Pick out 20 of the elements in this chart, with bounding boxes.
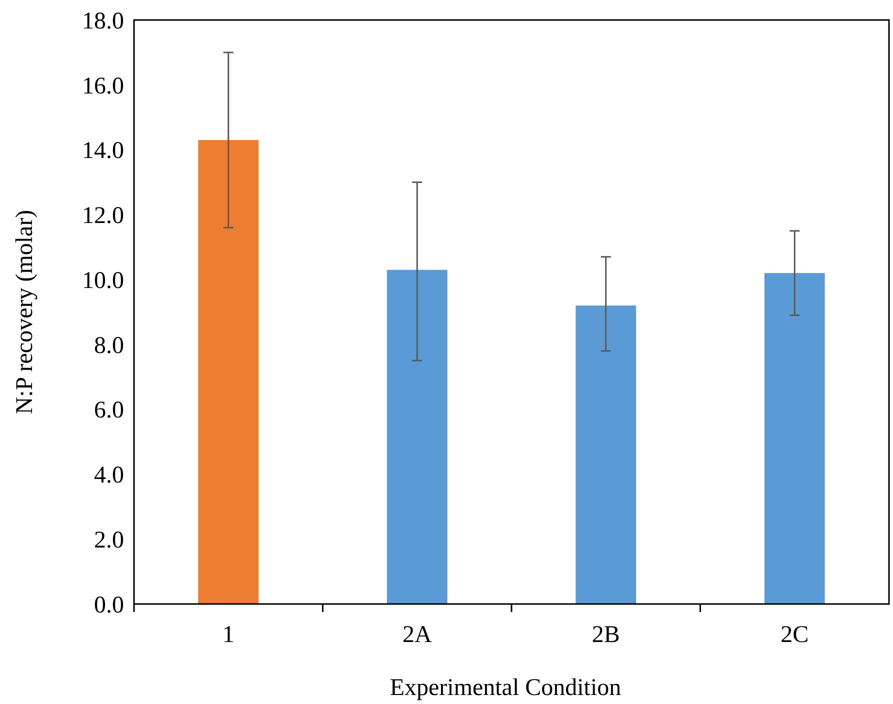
y-tick-label: 12.0 (82, 203, 124, 230)
y-tick-label: 2.0 (94, 528, 124, 554)
y-tick-label: 6.0 (94, 398, 124, 424)
x-tick-label: 2B (592, 622, 620, 648)
bar (386, 270, 448, 604)
y-tick-label: 4.0 (94, 462, 124, 489)
bar (576, 306, 636, 604)
y-tick-label: 16.0 (82, 73, 124, 100)
bar (764, 273, 825, 604)
y-tick-label: 8.0 (94, 332, 124, 359)
x-tick-label: 2C (780, 622, 809, 648)
y-axis-title: N:P recovery (molar) (12, 210, 38, 414)
x-tick-label: 1 (222, 622, 234, 648)
y-tick-label: 10.0 (82, 268, 124, 294)
bar (198, 140, 259, 604)
x-axis-title: Experimental Condition (390, 675, 622, 701)
y-tick-label: 0.0 (94, 592, 124, 618)
x-tick-label: 2A (402, 622, 432, 648)
y-tick-label: 14.0 (82, 138, 124, 164)
y-tick-label: 18.0 (82, 8, 124, 34)
